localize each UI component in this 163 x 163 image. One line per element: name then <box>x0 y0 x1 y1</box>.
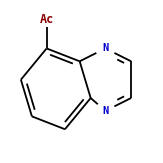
Text: N: N <box>102 44 109 53</box>
Text: Ac: Ac <box>39 13 54 26</box>
Text: N: N <box>102 106 109 116</box>
